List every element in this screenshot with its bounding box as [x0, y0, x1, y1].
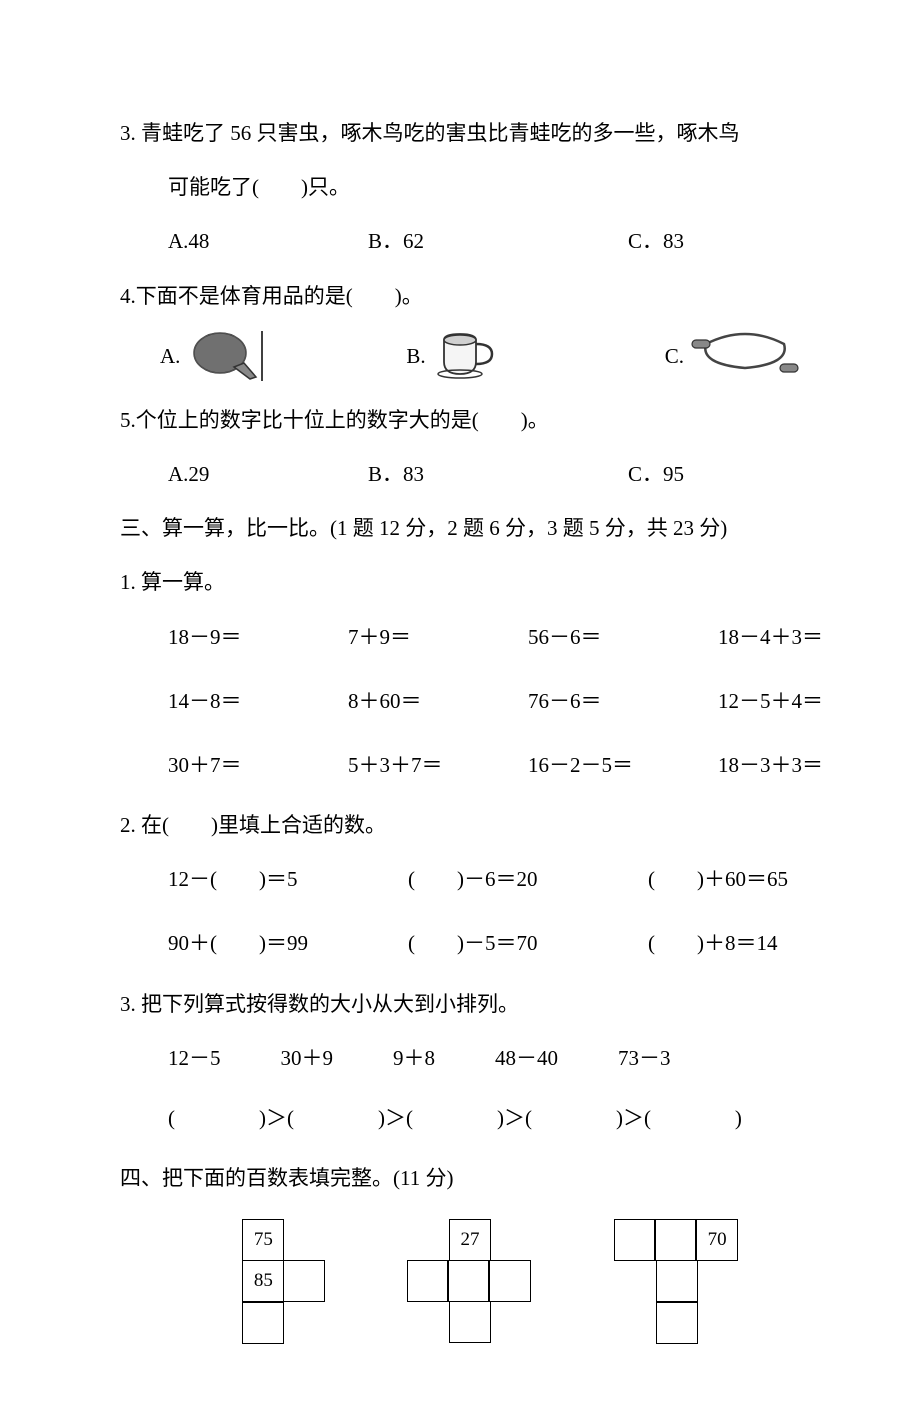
q4-text: 4.下面不是体育用品的是( )。	[120, 273, 800, 319]
q4-options: A. B. C.	[120, 327, 800, 385]
sort-item: 30＋9	[281, 1035, 334, 1081]
cell-blank	[698, 1303, 740, 1345]
q3-options: A.48 B．62 C．83	[120, 218, 800, 264]
q3-optC: C．83	[628, 218, 828, 264]
sub3-title: 3. 把下列算式按得数的大小从大到小排列。	[120, 981, 800, 1027]
jumprope-icon	[690, 332, 800, 380]
section4-title: 四、把下面的百数表填完整。(11 分)	[120, 1155, 800, 1201]
cell-empty	[614, 1219, 656, 1261]
q3-line1: 3. 青蛙吃了 56 只害虫，啄木鸟吃的害虫比青蛙吃的多一些，啄木鸟	[120, 110, 800, 156]
cell-70: 70	[696, 1219, 738, 1261]
cell-blank	[200, 1261, 242, 1303]
hundred-table-3: 70	[614, 1219, 740, 1345]
sub2-title: 2. 在( )里填上合适的数。	[120, 802, 800, 848]
cell-empty	[242, 1302, 284, 1344]
sub1-title: 1. 算一算。	[120, 559, 800, 605]
calc-item: 18－4＋3＝	[718, 614, 898, 660]
fill-item: ( )－5＝70	[408, 920, 648, 966]
calc-item: 30＋7＝	[168, 742, 348, 788]
calc-item: 18－9＝	[168, 614, 348, 660]
fill-grid: 12－( )＝5 ( )－6＝20 ( )＋60＝65 90＋( )＝99 ( …	[120, 856, 800, 966]
cell-blank	[491, 1303, 533, 1345]
cell-blank	[284, 1303, 326, 1345]
cup-icon	[432, 330, 502, 382]
paddle-icon	[186, 327, 266, 385]
cell-empty	[447, 1260, 489, 1302]
cell-blank	[698, 1261, 740, 1303]
calc-item: 8＋60＝	[348, 678, 528, 724]
cell-blank	[614, 1261, 656, 1303]
q4-labelC: C.	[665, 333, 684, 379]
calc-item: 16－2－5＝	[528, 742, 718, 788]
cell-empty	[407, 1260, 449, 1302]
cell-empty	[489, 1260, 531, 1302]
cell-blank	[407, 1303, 449, 1345]
cell-empty	[283, 1260, 325, 1302]
calc-grid: 18－9＝ 7＋9＝ 56－6＝ 18－4＋3＝ 14－8＝ 8＋60＝ 76－…	[120, 614, 800, 789]
calc-item: 18－3＋3＝	[718, 742, 898, 788]
hundred-table-2: 27	[407, 1219, 533, 1345]
fill-item: ( )＋8＝14	[648, 920, 848, 966]
fill-item: ( )＋60＝65	[648, 856, 848, 902]
sort-item: 9＋8	[393, 1035, 435, 1081]
cell-27: 27	[449, 1219, 491, 1261]
cell-75: 75	[242, 1219, 284, 1261]
q5-options: A.29 B．83 C．95	[120, 451, 800, 497]
calc-item: 76－6＝	[528, 678, 718, 724]
section3-title: 三、算一算，比一比。(1 题 12 分，2 题 6 分，3 题 5 分，共 23…	[120, 505, 800, 551]
cell-blank	[407, 1219, 449, 1261]
q3-line2: 可能吃了( )只。	[120, 164, 800, 210]
sort-item: 12－5	[168, 1035, 221, 1081]
cell-blank	[200, 1303, 242, 1345]
fill-item: 12－( )＝5	[168, 856, 408, 902]
hundred-table-1: 75 85	[200, 1219, 326, 1345]
calc-item: 7＋9＝	[348, 614, 528, 660]
tables-row: 75 85 27 70	[120, 1209, 800, 1345]
calc-item: 12－5＋4＝	[718, 678, 898, 724]
cell-blank	[614, 1303, 656, 1345]
q4-labelA: A.	[160, 333, 180, 379]
sort-item: 48－40	[495, 1035, 558, 1081]
cell-empty	[656, 1302, 698, 1344]
q5-text: 5.个位上的数字比十位上的数字大的是( )。	[120, 397, 800, 443]
calc-item: 5＋3＋7＝	[348, 742, 528, 788]
q5-optA: A.29	[168, 451, 368, 497]
fill-item: ( )－6＝20	[408, 856, 648, 902]
calc-item: 56－6＝	[528, 614, 718, 660]
cell-blank	[200, 1219, 242, 1261]
compare-text: ( )＞( )＞( )＞( )＞( )	[168, 1095, 742, 1141]
cell-85: 85	[242, 1260, 284, 1302]
calc-item: 14－8＝	[168, 678, 348, 724]
q3-optB: B．62	[368, 218, 628, 264]
cell-empty	[656, 1260, 698, 1302]
q4-labelB: B.	[406, 333, 425, 379]
fill-item: 90＋( )＝99	[168, 920, 408, 966]
sort-row: 12－5 30＋9 9＋8 48－40 73－3	[120, 1035, 800, 1081]
sort-item: 73－3	[618, 1035, 671, 1081]
q3-optA: A.48	[168, 218, 368, 264]
cell-blank	[491, 1219, 533, 1261]
q5-optB: B．83	[368, 451, 628, 497]
compare-row: ( )＞( )＞( )＞( )＞( )	[120, 1095, 800, 1141]
cell-blank	[284, 1219, 326, 1261]
cell-empty	[654, 1219, 696, 1261]
q5-optC: C．95	[628, 451, 828, 497]
cell-empty	[449, 1301, 491, 1343]
